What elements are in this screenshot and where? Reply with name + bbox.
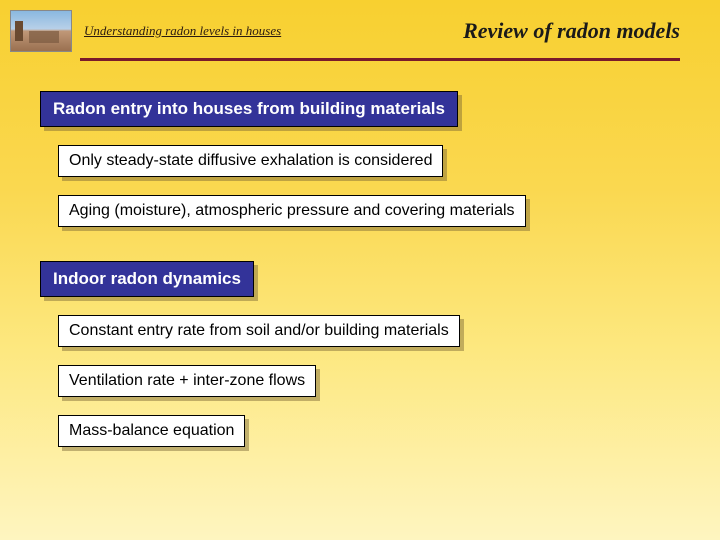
item-box: Only steady-state diffusive exhalation i… bbox=[58, 145, 443, 177]
slide-content: Radon entry into houses from building ma… bbox=[0, 61, 720, 447]
item-box: Aging (moisture), atmospheric pressure a… bbox=[58, 195, 526, 227]
header-right-title: Review of radon models bbox=[463, 18, 680, 44]
item-box: Constant entry rate from soil and/or bui… bbox=[58, 315, 460, 347]
item-box: Ventilation rate + inter-zone flows bbox=[58, 365, 316, 397]
item-box: Mass-balance equation bbox=[58, 415, 245, 447]
header-left-text: Understanding radon levels in houses bbox=[72, 23, 463, 39]
section-heading-1: Radon entry into houses from building ma… bbox=[40, 91, 458, 127]
slide-header: Understanding radon levels in houses Rev… bbox=[0, 0, 720, 52]
header-image bbox=[10, 10, 72, 52]
section-heading-2: Indoor radon dynamics bbox=[40, 261, 254, 297]
